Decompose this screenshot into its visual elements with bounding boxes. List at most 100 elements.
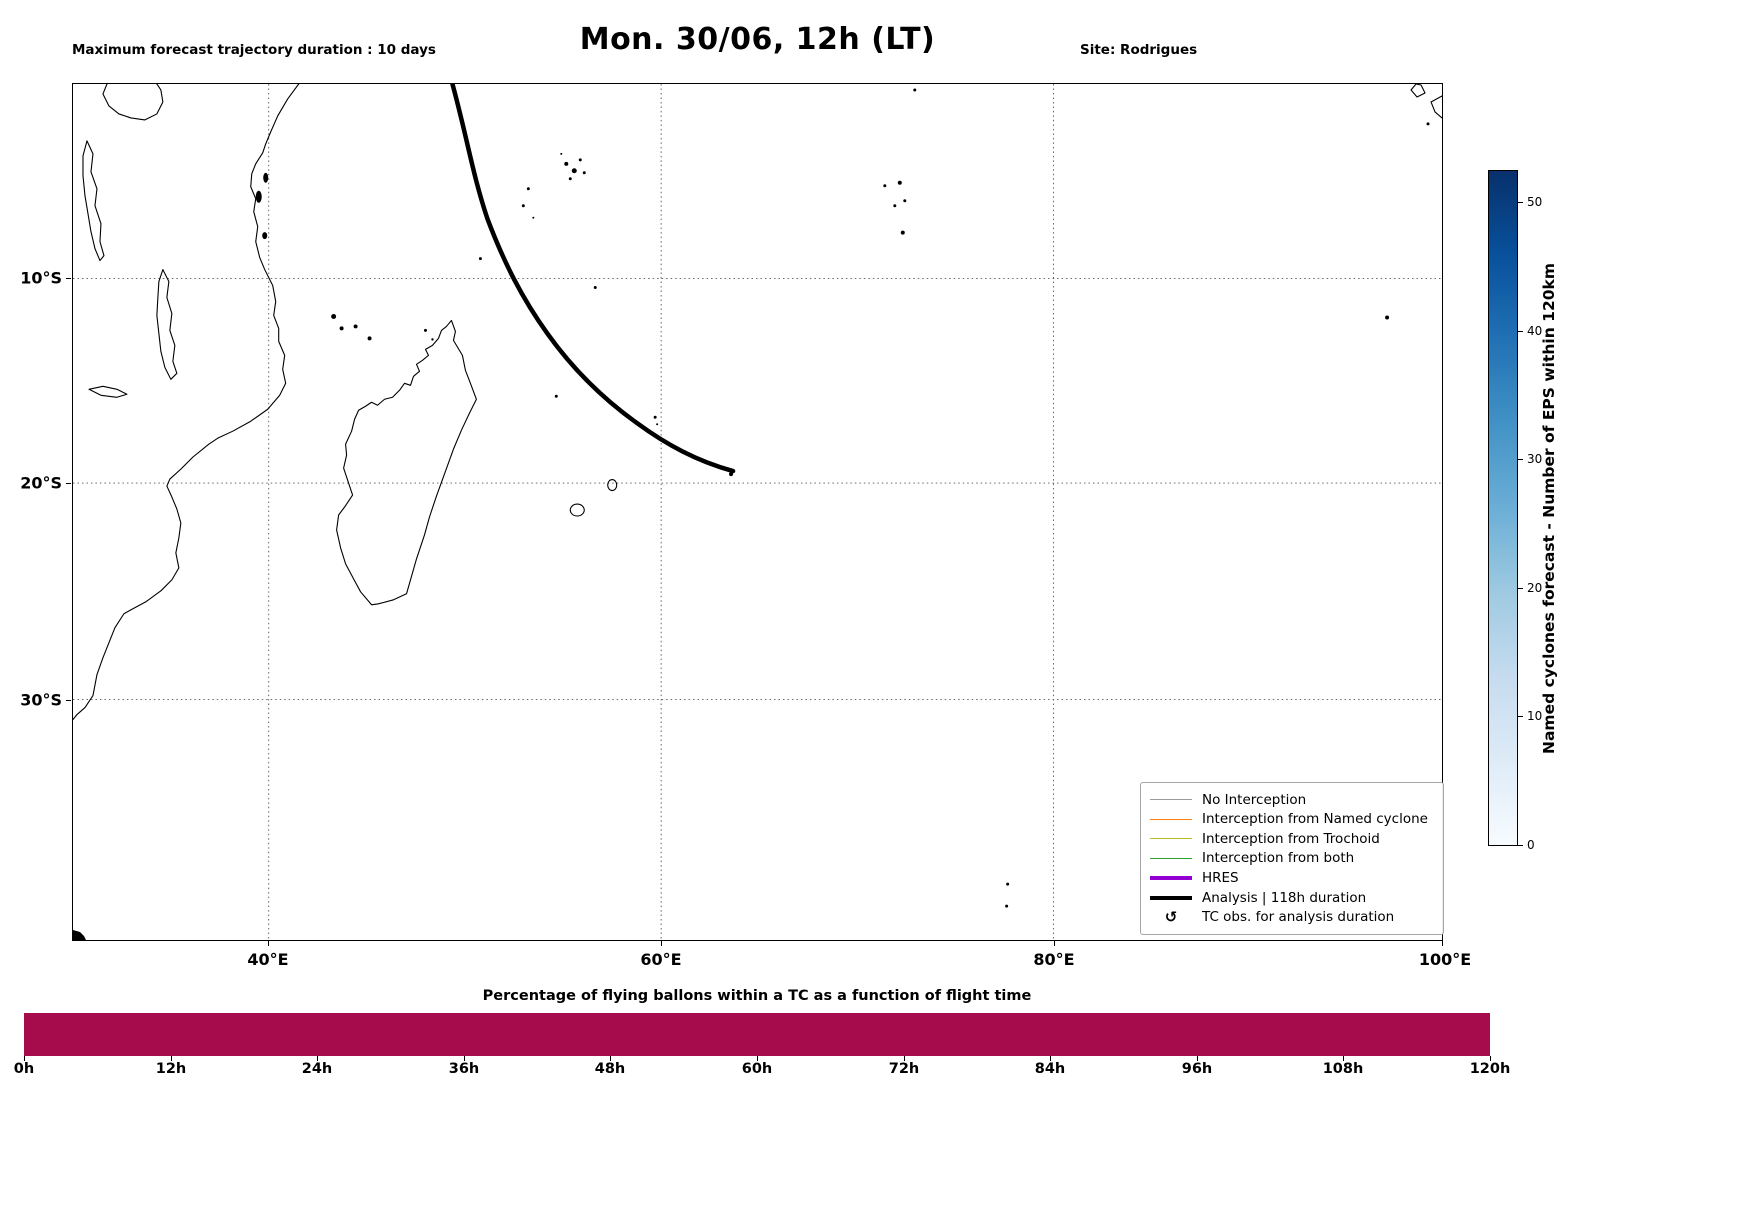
cargados-island — [656, 423, 659, 426]
time-tick-84h: 84h — [1034, 1061, 1066, 1077]
time-tick-72h: 72h — [888, 1061, 920, 1077]
chagos-island — [903, 199, 907, 203]
analysis-trajectory-line — [450, 84, 736, 474]
africa-coastline — [73, 84, 300, 721]
st-paul-island — [1005, 904, 1009, 908]
legend-line-gray — [1150, 799, 1192, 800]
max-duration-line: Maximum forecast trajectory duration : 1… — [72, 41, 436, 58]
islet — [431, 338, 434, 341]
amirantes-island — [521, 204, 525, 208]
islet — [1426, 122, 1430, 126]
amsterdam-island — [1006, 882, 1010, 886]
axis-tick — [1490, 1056, 1491, 1061]
time-tick-0h: 0h — [13, 1061, 35, 1077]
mayotte-island — [367, 336, 372, 341]
time-tick-60h: 60h — [741, 1061, 773, 1077]
legend-label: No Interception — [1202, 791, 1307, 808]
colorbar-axis-label: Named cyclones forecast - Number of EPS … — [1540, 262, 1558, 754]
colorbar-tick-label-40: 40 — [1527, 324, 1543, 338]
legend-line-green — [1150, 857, 1192, 859]
legend-item-named-cyclone: Interception from Named cyclone — [1150, 810, 1434, 829]
small-islands — [73, 88, 1430, 940]
legend-label: Analysis | 118h duration — [1202, 889, 1367, 906]
agalega-island — [593, 286, 597, 290]
cahora-bassa-lake — [88, 385, 128, 398]
seychelles-island — [564, 161, 569, 166]
axis-tick — [268, 941, 269, 946]
graticule-gridlines — [73, 84, 1442, 940]
legend-line-purple — [1150, 876, 1192, 881]
coastlines — [73, 84, 1442, 721]
colorbar-tick-label-50: 50 — [1527, 195, 1543, 209]
lake-victoria — [102, 84, 164, 121]
chagos-island — [893, 204, 897, 208]
axis-tick — [1442, 941, 1443, 946]
colorbar-tick — [1518, 202, 1523, 203]
tc-percentage-bar — [24, 1013, 1490, 1056]
colorbar-tick — [1518, 459, 1523, 460]
axis-tick — [464, 1056, 465, 1061]
lake-malawi — [156, 269, 178, 380]
rotate-arrow-icon: ↺ — [1164, 908, 1178, 927]
chagos-island — [900, 230, 905, 235]
comoros-island — [339, 326, 344, 331]
colorbar-tick-label-20: 20 — [1527, 581, 1543, 595]
comoros-island — [353, 324, 358, 329]
axis-tick — [24, 1056, 25, 1061]
legend-label: Interception from both — [1202, 850, 1355, 867]
addu-atoll — [913, 88, 917, 92]
zanzibar-island — [255, 190, 262, 203]
mafia-island — [262, 232, 268, 240]
map-legend: No Interception Interception from Named … — [1140, 782, 1444, 935]
lon-tick-100e: 100°E — [1418, 950, 1472, 969]
axis-tick — [610, 1056, 611, 1061]
axis-tick — [171, 1056, 172, 1061]
colorbar-label-wrap: Named cyclones forecast - Number of EPS … — [1534, 170, 1564, 846]
axis-tick — [66, 700, 71, 701]
figure-title: Mon. 30/06, 12h (LT) — [579, 22, 936, 57]
mauritius-island — [607, 479, 618, 492]
tromelin-island — [554, 394, 558, 398]
colorbar-tick — [1518, 845, 1523, 846]
axis-tick — [66, 278, 71, 279]
legend-item-no-interception: No Interception — [1150, 790, 1434, 809]
sumatra-fragment — [1410, 84, 1426, 98]
legend-line-black — [1150, 895, 1192, 900]
axis-tick — [757, 1056, 758, 1061]
madagascar-coastline — [336, 319, 477, 606]
cargados-island — [653, 415, 657, 419]
pemba-island — [263, 172, 269, 183]
time-tick-120h: 120h — [1469, 1061, 1511, 1077]
axis-tick — [1054, 941, 1055, 946]
lat-tick-30s: 30°S — [20, 690, 62, 710]
time-tick-24h: 24h — [301, 1061, 333, 1077]
time-tick-12h: 12h — [155, 1061, 187, 1077]
seychelles-island — [568, 177, 572, 181]
seychelles-island — [571, 168, 577, 174]
legend-item-hres: HRES — [1150, 869, 1434, 888]
legend-item-tc-obs: ↺ TC obs. for analysis duration — [1150, 908, 1434, 927]
axis-tick — [904, 1056, 905, 1061]
axis-tick — [1343, 1056, 1344, 1061]
reunion-island — [569, 503, 585, 517]
colorbar-tick-label-30: 30 — [1527, 452, 1543, 466]
map-canvas — [73, 84, 1442, 940]
axis-tick — [66, 483, 71, 484]
nosy-be-island — [423, 328, 427, 332]
seychelles-island — [560, 152, 563, 155]
legend-line-olive — [1150, 838, 1192, 840]
axis-tick — [661, 941, 662, 946]
site-line: Site: Rodrigues — [1080, 41, 1198, 58]
colorbar-tick — [1518, 331, 1523, 332]
colorbar-tick-label-10: 10 — [1527, 709, 1543, 723]
legend-label: HRES — [1202, 870, 1239, 887]
lat-tick-20s: 20°S — [20, 473, 62, 493]
lake-tanganyika — [82, 140, 105, 262]
right-edge-coast-fragment — [1430, 95, 1442, 119]
axis-tick — [317, 1056, 318, 1061]
lon-tick-40e: 40°E — [247, 950, 289, 969]
amirantes-island — [526, 187, 530, 191]
amirantes-island — [532, 216, 535, 219]
axis-tick — [1197, 1056, 1198, 1061]
legend-line-orange — [1150, 818, 1192, 820]
